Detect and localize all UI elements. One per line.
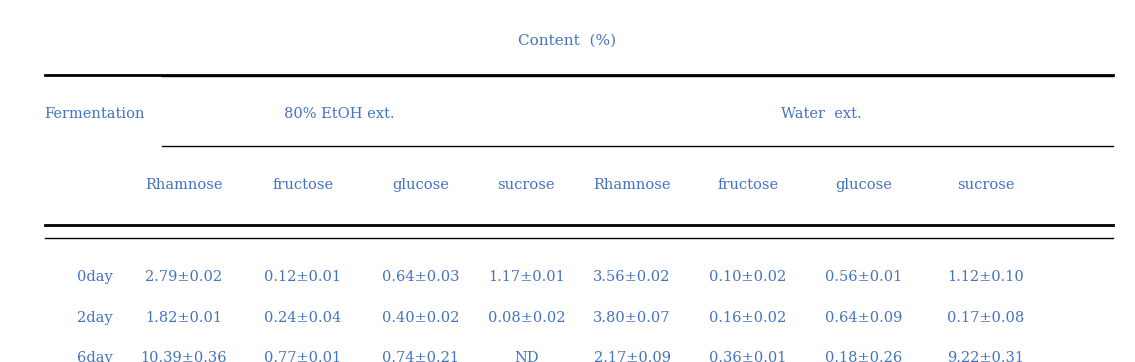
Text: 3.56±0.02: 3.56±0.02 — [594, 270, 671, 284]
Text: glucose: glucose — [393, 177, 449, 191]
Text: Content  (%): Content (%) — [519, 34, 616, 48]
Text: 0.08±0.02: 0.08±0.02 — [488, 311, 565, 325]
Text: Rhamnose: Rhamnose — [594, 177, 671, 191]
Text: fructose: fructose — [272, 177, 334, 191]
Text: 0.56±0.01: 0.56±0.01 — [825, 270, 902, 284]
Text: 80% EtOH ext.: 80% EtOH ext. — [284, 106, 395, 121]
Text: 1.12±0.10: 1.12±0.10 — [948, 270, 1024, 284]
Text: sucrose: sucrose — [957, 177, 1015, 191]
Text: sucrose: sucrose — [497, 177, 555, 191]
Text: 1.82±0.01: 1.82±0.01 — [145, 311, 222, 325]
Text: Fermentation: Fermentation — [44, 106, 145, 121]
Text: 0.18±0.26: 0.18±0.26 — [825, 352, 902, 362]
Text: 2day: 2day — [77, 311, 112, 325]
Text: 0.12±0.01: 0.12±0.01 — [264, 270, 342, 284]
Text: 0.64±0.03: 0.64±0.03 — [381, 270, 460, 284]
Text: 2.79±0.02: 2.79±0.02 — [145, 270, 222, 284]
Text: 2.17±0.09: 2.17±0.09 — [594, 352, 671, 362]
Text: 0.40±0.02: 0.40±0.02 — [382, 311, 460, 325]
Text: 3.80±0.07: 3.80±0.07 — [594, 311, 671, 325]
Text: 10.39±0.36: 10.39±0.36 — [141, 352, 227, 362]
Text: Rhamnose: Rhamnose — [145, 177, 222, 191]
Text: 6day: 6day — [77, 352, 112, 362]
Text: 0.10±0.02: 0.10±0.02 — [709, 270, 787, 284]
Text: 0.17±0.08: 0.17±0.08 — [947, 311, 1025, 325]
Text: glucose: glucose — [835, 177, 892, 191]
Text: 0.64±0.09: 0.64±0.09 — [825, 311, 902, 325]
Text: 0.74±0.21: 0.74±0.21 — [382, 352, 460, 362]
Text: fructose: fructose — [717, 177, 779, 191]
Text: 1.17±0.01: 1.17±0.01 — [488, 270, 565, 284]
Text: 0.77±0.01: 0.77±0.01 — [264, 352, 342, 362]
Text: Water  ext.: Water ext. — [781, 106, 861, 121]
Text: 0.36±0.01: 0.36±0.01 — [709, 352, 787, 362]
Text: ND: ND — [514, 352, 539, 362]
Text: 0.16±0.02: 0.16±0.02 — [709, 311, 787, 325]
Text: 0day: 0day — [77, 270, 112, 284]
Text: 0.24±0.04: 0.24±0.04 — [264, 311, 342, 325]
Text: 9.22±0.31: 9.22±0.31 — [948, 352, 1024, 362]
